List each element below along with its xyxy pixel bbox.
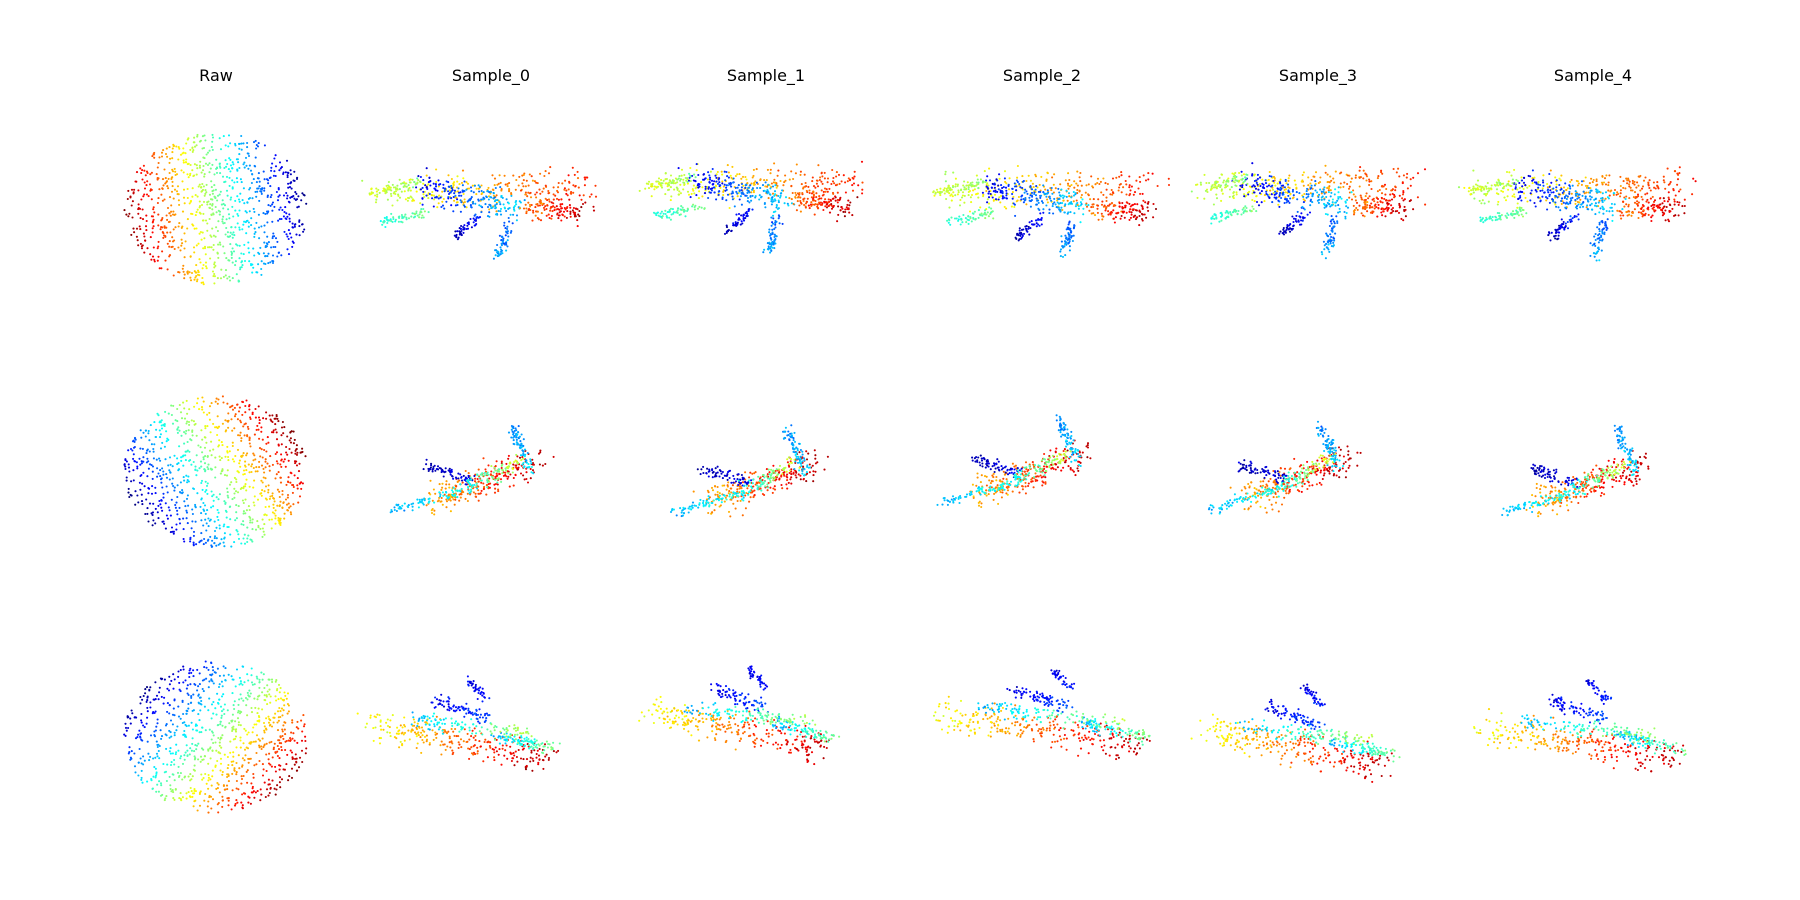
sample-1-hand-pointcloud-row-2 — [638, 665, 841, 766]
sample-4-hand-pointcloud-row-0 — [1457, 166, 1697, 262]
sample-2-hand-pointcloud-row-1 — [936, 414, 1092, 509]
sample-3-hand-pointcloud-row-1 — [1207, 420, 1362, 515]
sample-0-hand-pointcloud-row-1 — [389, 424, 555, 516]
raw-sphere-pointcloud-row-2 — [123, 660, 308, 814]
sample-0-hand-pointcloud-row-0 — [361, 166, 598, 260]
raw-sphere-pointcloud-row-0 — [123, 133, 308, 286]
sample-0-hand-pointcloud-row-2 — [356, 675, 561, 772]
column-title-sample-2: Sample_2 — [1002, 66, 1082, 85]
column-title-sample-4: Sample_4 — [1553, 66, 1633, 85]
raw-sphere-pointcloud-row-1 — [123, 395, 307, 548]
sample-4-hand-pointcloud-row-1 — [1501, 424, 1650, 518]
sample-3-hand-pointcloud-row-2 — [1190, 683, 1401, 783]
column-title-sample-1: Sample_1 — [726, 66, 806, 85]
sample-4-hand-pointcloud-row-2 — [1473, 679, 1687, 773]
column-title-sample-0: Sample_0 — [451, 66, 531, 85]
sample-1-hand-pointcloud-row-0 — [638, 160, 864, 254]
sample-3-hand-pointcloud-row-0 — [1190, 162, 1427, 260]
sample-2-hand-pointcloud-row-0 — [932, 164, 1171, 258]
sample-1-hand-pointcloud-row-1 — [669, 424, 829, 518]
column-title-raw: Raw — [199, 66, 233, 85]
column-title-sample-3: Sample_3 — [1278, 66, 1358, 85]
sample-2-hand-pointcloud-row-2 — [932, 669, 1151, 761]
